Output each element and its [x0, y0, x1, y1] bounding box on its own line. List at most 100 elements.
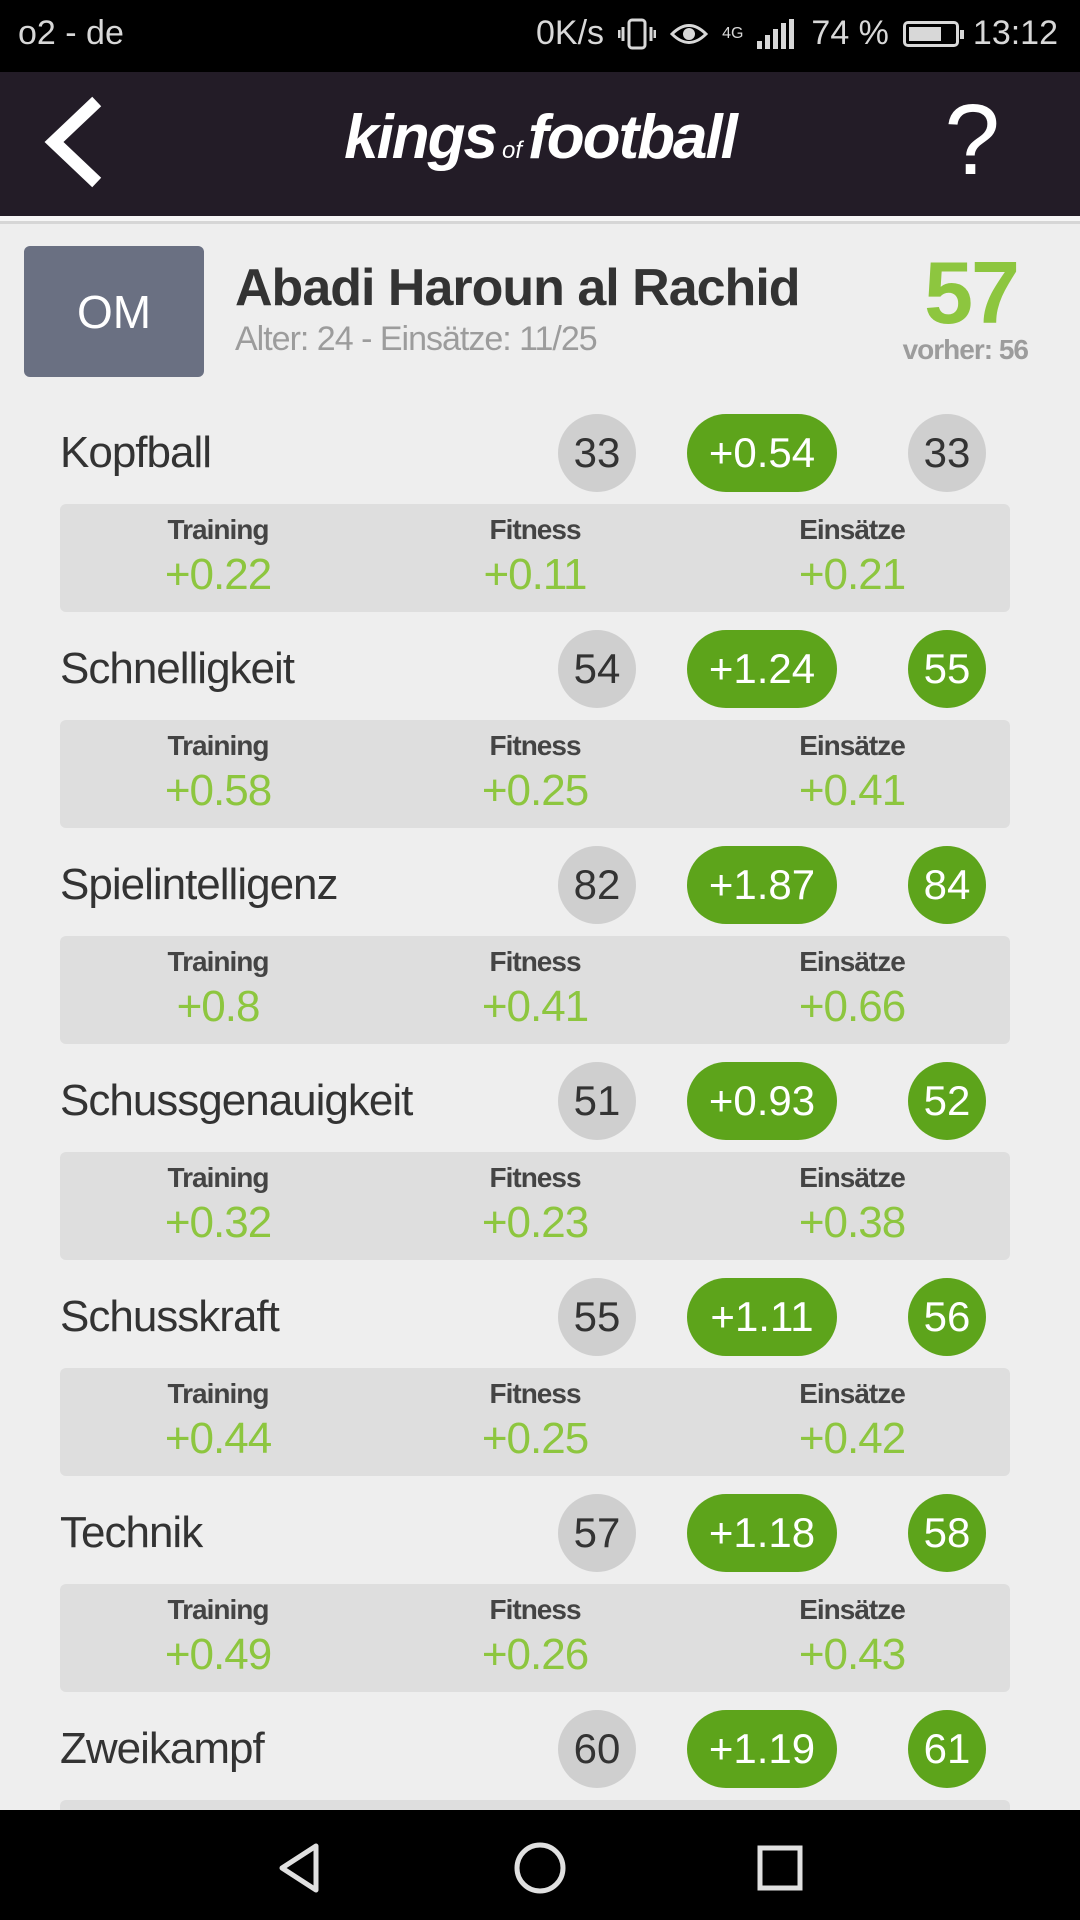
attribute-name: Schussgenauigkeit [60, 1076, 413, 1125]
fitness-label: Fitness [489, 730, 581, 761]
training-column: Training +0.8 [60, 946, 376, 1032]
matches-column: Einsätze +0.41 [694, 730, 1010, 816]
logo-kings: kings [344, 103, 498, 172]
matches-column: Einsätze +0.42 [694, 1378, 1010, 1464]
matches-label: Einsätze [799, 514, 906, 545]
help-button[interactable]: ? [944, 84, 1000, 196]
fitness-label: Fitness [489, 1594, 581, 1625]
attribute-row: Schusskraft 55 +1.11 56 Training +0.44 F… [60, 1272, 1012, 1488]
matches-value: +0.42 [798, 1414, 906, 1463]
value-after: 84 [908, 846, 986, 924]
training-column: Training +0.58 [60, 730, 376, 816]
matches-label: Einsätze [799, 1594, 906, 1625]
player-rating: 57 [924, 243, 1020, 342]
training-value: +0.22 [164, 550, 272, 599]
value-delta: +1.24 [687, 630, 837, 708]
matches-value: +0.21 [798, 550, 906, 599]
attribute-name: Spielintelligenz [60, 860, 339, 909]
fitness-label: Fitness [489, 1162, 581, 1193]
value-after: 55 [908, 630, 986, 708]
previous-rating: vorher: 56 [902, 334, 1029, 365]
attribute-breakdown: Training +0.8 Fitness +0.41 Einsätze +0.… [60, 936, 1010, 1044]
value-delta: +1.19 [687, 1710, 837, 1788]
fitness-value: +0.25 [481, 766, 589, 815]
player-meta: Alter: 24 - Einsätze: 11/25 [235, 320, 598, 358]
training-value: +0.58 [164, 766, 272, 815]
training-label: Training [167, 514, 270, 545]
value-before: 33 [558, 414, 636, 492]
value-before: 51 [558, 1062, 636, 1140]
matches-value: +0.66 [798, 982, 906, 1031]
training-label: Training [167, 1378, 270, 1409]
status-icons: 0K/s 4G 74 % 13:12 [522, 14, 1058, 53]
fitness-column: Fitness +0.26 [377, 1594, 693, 1680]
matches-column: Einsätze +0.38 [694, 1162, 1010, 1248]
value-after: 61 [908, 1710, 986, 1788]
value-delta: +1.18 [687, 1494, 837, 1572]
training-label: Training [167, 1594, 270, 1625]
attribute-row: Spielintelligenz 82 +1.87 84 Training +0… [60, 840, 1012, 1056]
triangle-back-icon[interactable] [270, 1838, 330, 1898]
signal-icon [757, 18, 797, 49]
fitness-column: Fitness +0.41 [377, 946, 693, 1032]
player-name: Abadi Haroun al Rachid [235, 259, 801, 317]
vibrate-icon [618, 18, 657, 49]
fitness-value: +0.23 [481, 1198, 589, 1247]
matches-label: Einsätze [799, 1378, 906, 1409]
app-logo: kings offootball [0, 102, 1080, 173]
matches-value: +0.43 [798, 1630, 906, 1679]
circle-home-icon[interactable] [510, 1838, 570, 1898]
fitness-value: +0.26 [481, 1630, 589, 1679]
value-before: 57 [558, 1494, 636, 1572]
logo-football: football [528, 103, 738, 172]
fitness-column: Fitness +0.25 [377, 730, 693, 816]
system-nav-bar [0, 1810, 1080, 1920]
value-delta: +0.54 [687, 414, 837, 492]
value-before: 54 [558, 630, 636, 708]
attribute-row: Zweikampf 60 +1.19 61 Training Fitness E… [60, 1704, 1012, 1810]
fitness-label: Fitness [489, 1378, 581, 1409]
logo-of: of [502, 137, 523, 164]
matches-label: Einsätze [799, 730, 906, 761]
matches-column: Einsätze +0.21 [694, 514, 1010, 600]
value-after: 56 [908, 1278, 986, 1356]
battery-percent: 74 % [811, 14, 889, 52]
carrier-label: o2 - de [18, 14, 124, 52]
fitness-column: Fitness +0.11 [377, 514, 693, 600]
matches-value: +0.38 [798, 1198, 906, 1247]
value-before: 55 [558, 1278, 636, 1356]
attribute-name: Kopfball [60, 428, 212, 477]
attribute-breakdown: Training +0.49 Fitness +0.26 Einsätze +0… [60, 1584, 1010, 1692]
training-value: +0.32 [164, 1198, 272, 1247]
attribute-breakdown: Training +0.32 Fitness +0.23 Einsätze +0… [60, 1152, 1010, 1260]
attribute-row: Technik 57 +1.18 58 Training +0.49 Fitne… [60, 1488, 1012, 1704]
value-after: 58 [908, 1494, 986, 1572]
status-bar: o2 - de 0K/s 4G 74 % 13:12 [0, 0, 1080, 72]
attribute-name: Technik [60, 1508, 203, 1557]
position-badge: OM [24, 246, 204, 377]
value-before: 82 [558, 846, 636, 924]
matches-label: Einsätze [799, 1162, 906, 1193]
value-before: 60 [558, 1710, 636, 1788]
matches-column: Einsätze +0.43 [694, 1594, 1010, 1680]
training-label: Training [167, 1162, 270, 1193]
value-delta: +1.11 [687, 1278, 837, 1356]
chevron-left-icon[interactable] [30, 92, 130, 192]
attribute-breakdown: Training +0.22 Fitness +0.11 Einsätze +0… [60, 504, 1010, 612]
value-after: 52 [908, 1062, 986, 1140]
value-delta: +1.87 [687, 846, 837, 924]
training-column: Training +0.32 [60, 1162, 376, 1248]
network-type: 4G [722, 24, 744, 42]
fitness-label: Fitness [489, 946, 581, 977]
attribute-name: Schusskraft [60, 1292, 280, 1341]
attribute-breakdown: Training +0.58 Fitness +0.25 Einsätze +0… [60, 720, 1010, 828]
fitness-value: +0.11 [483, 550, 587, 599]
square-recent-icon[interactable] [750, 1838, 810, 1898]
eye-icon [670, 23, 709, 44]
training-label: Training [167, 946, 270, 977]
fitness-value: +0.41 [481, 982, 589, 1031]
attribute-list[interactable]: Kopfball 33 +0.54 33 Training +0.22 Fitn… [60, 408, 1012, 1810]
attribute-row: Kopfball 33 +0.54 33 Training +0.22 Fitn… [60, 408, 1012, 624]
training-value: +0.49 [164, 1630, 272, 1679]
attribute-row: Schussgenauigkeit 51 +0.93 52 Training +… [60, 1056, 1012, 1272]
